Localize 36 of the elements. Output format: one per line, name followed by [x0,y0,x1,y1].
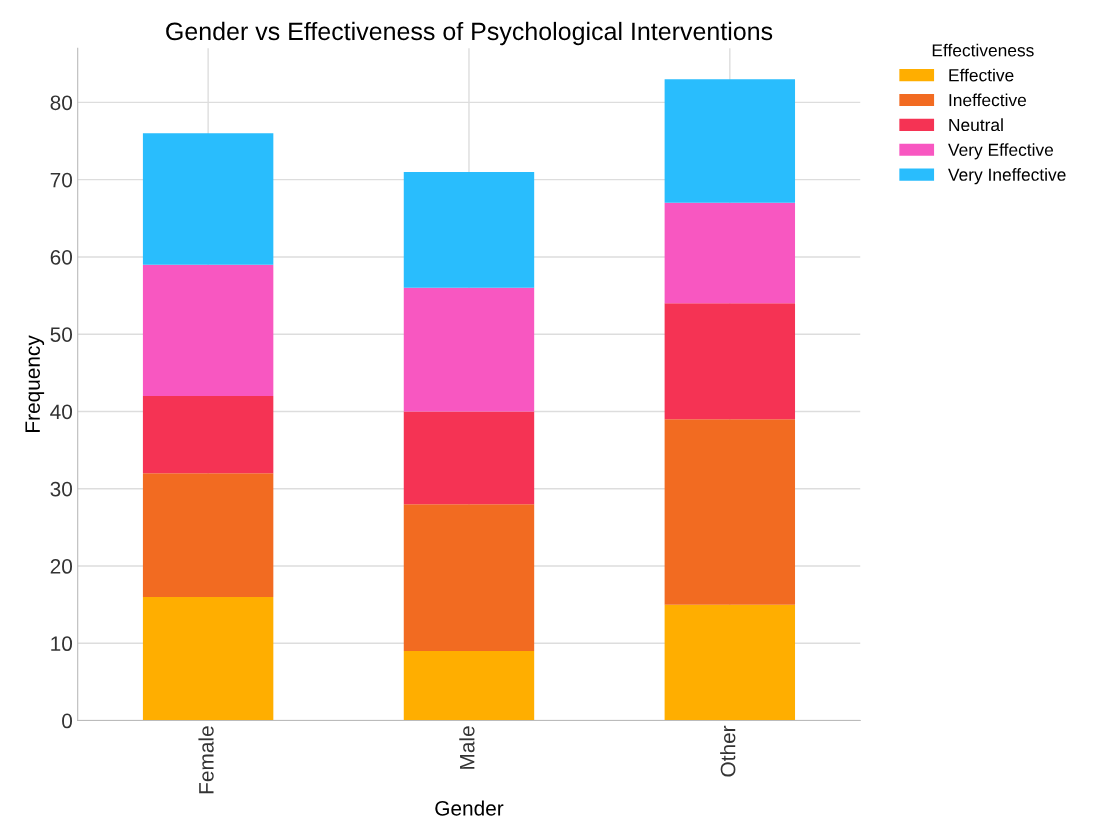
bar [142,396,274,474]
chart-title: Gender vs Effectiveness of Psychological Interventions [166,21,773,46]
legend-label: Ineffective [949,93,1027,107]
y-tick-label: 20 [50,559,73,574]
bar [664,79,796,203]
y-axis-title: Frequency [25,335,45,432]
bar [142,264,274,397]
x-tick-label: Other [720,725,736,777]
y-tick-label: 30 [50,481,73,497]
bar [664,604,796,721]
bar [664,303,796,420]
y-tick-label: 50 [50,327,73,342]
bar [142,596,274,721]
y-tick-label: 10 [51,636,73,652]
x-tick-label: Female [198,726,214,794]
bar [403,287,535,412]
y-tick-label: 70 [50,172,73,188]
y-tick-label: 60 [50,249,73,265]
bar [403,651,535,721]
legend-label: Neutral [949,118,1003,132]
legend-label: Very Ineffective [948,168,1066,185]
legend-label: Effective [949,68,1014,82]
y-tick-label: 0 [62,713,73,729]
legend-label: Very Effective [948,143,1054,160]
y-tick-label: 80 [50,95,73,111]
legend-title: Effectiveness [932,43,1034,57]
y-tick-label: 40 [50,404,73,420]
bar [142,133,274,265]
bar [664,202,796,304]
x-tick-label: Male [459,726,475,769]
bar [403,411,535,505]
x-axis-title: Gender [435,800,504,816]
bar [664,419,796,605]
bar [142,473,274,597]
bar [403,171,535,288]
bar [403,504,535,651]
